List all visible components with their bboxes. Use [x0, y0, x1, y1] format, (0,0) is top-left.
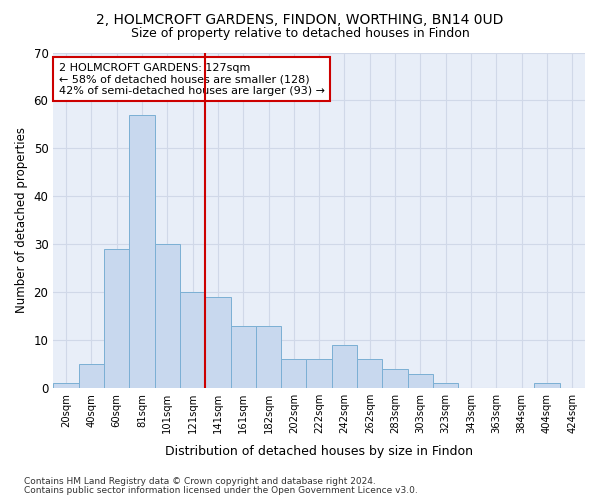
- Bar: [104, 249, 129, 388]
- Bar: [332, 345, 357, 388]
- Bar: [357, 360, 382, 388]
- Bar: [230, 326, 256, 388]
- Bar: [307, 360, 332, 388]
- Bar: [281, 360, 307, 388]
- Text: Contains public sector information licensed under the Open Government Licence v3: Contains public sector information licen…: [24, 486, 418, 495]
- Bar: [129, 115, 155, 388]
- Bar: [535, 384, 560, 388]
- Bar: [155, 244, 180, 388]
- Y-axis label: Number of detached properties: Number of detached properties: [15, 128, 28, 314]
- Bar: [433, 384, 458, 388]
- Text: Size of property relative to detached houses in Findon: Size of property relative to detached ho…: [131, 28, 469, 40]
- Text: 2 HOLMCROFT GARDENS: 127sqm
← 58% of detached houses are smaller (128)
42% of se: 2 HOLMCROFT GARDENS: 127sqm ← 58% of det…: [59, 62, 325, 96]
- Text: Contains HM Land Registry data © Crown copyright and database right 2024.: Contains HM Land Registry data © Crown c…: [24, 477, 376, 486]
- Bar: [205, 297, 230, 388]
- Bar: [256, 326, 281, 388]
- Bar: [79, 364, 104, 388]
- Bar: [382, 369, 408, 388]
- Bar: [180, 292, 205, 388]
- X-axis label: Distribution of detached houses by size in Findon: Distribution of detached houses by size …: [165, 444, 473, 458]
- Text: 2, HOLMCROFT GARDENS, FINDON, WORTHING, BN14 0UD: 2, HOLMCROFT GARDENS, FINDON, WORTHING, …: [97, 12, 503, 26]
- Bar: [53, 384, 79, 388]
- Bar: [408, 374, 433, 388]
